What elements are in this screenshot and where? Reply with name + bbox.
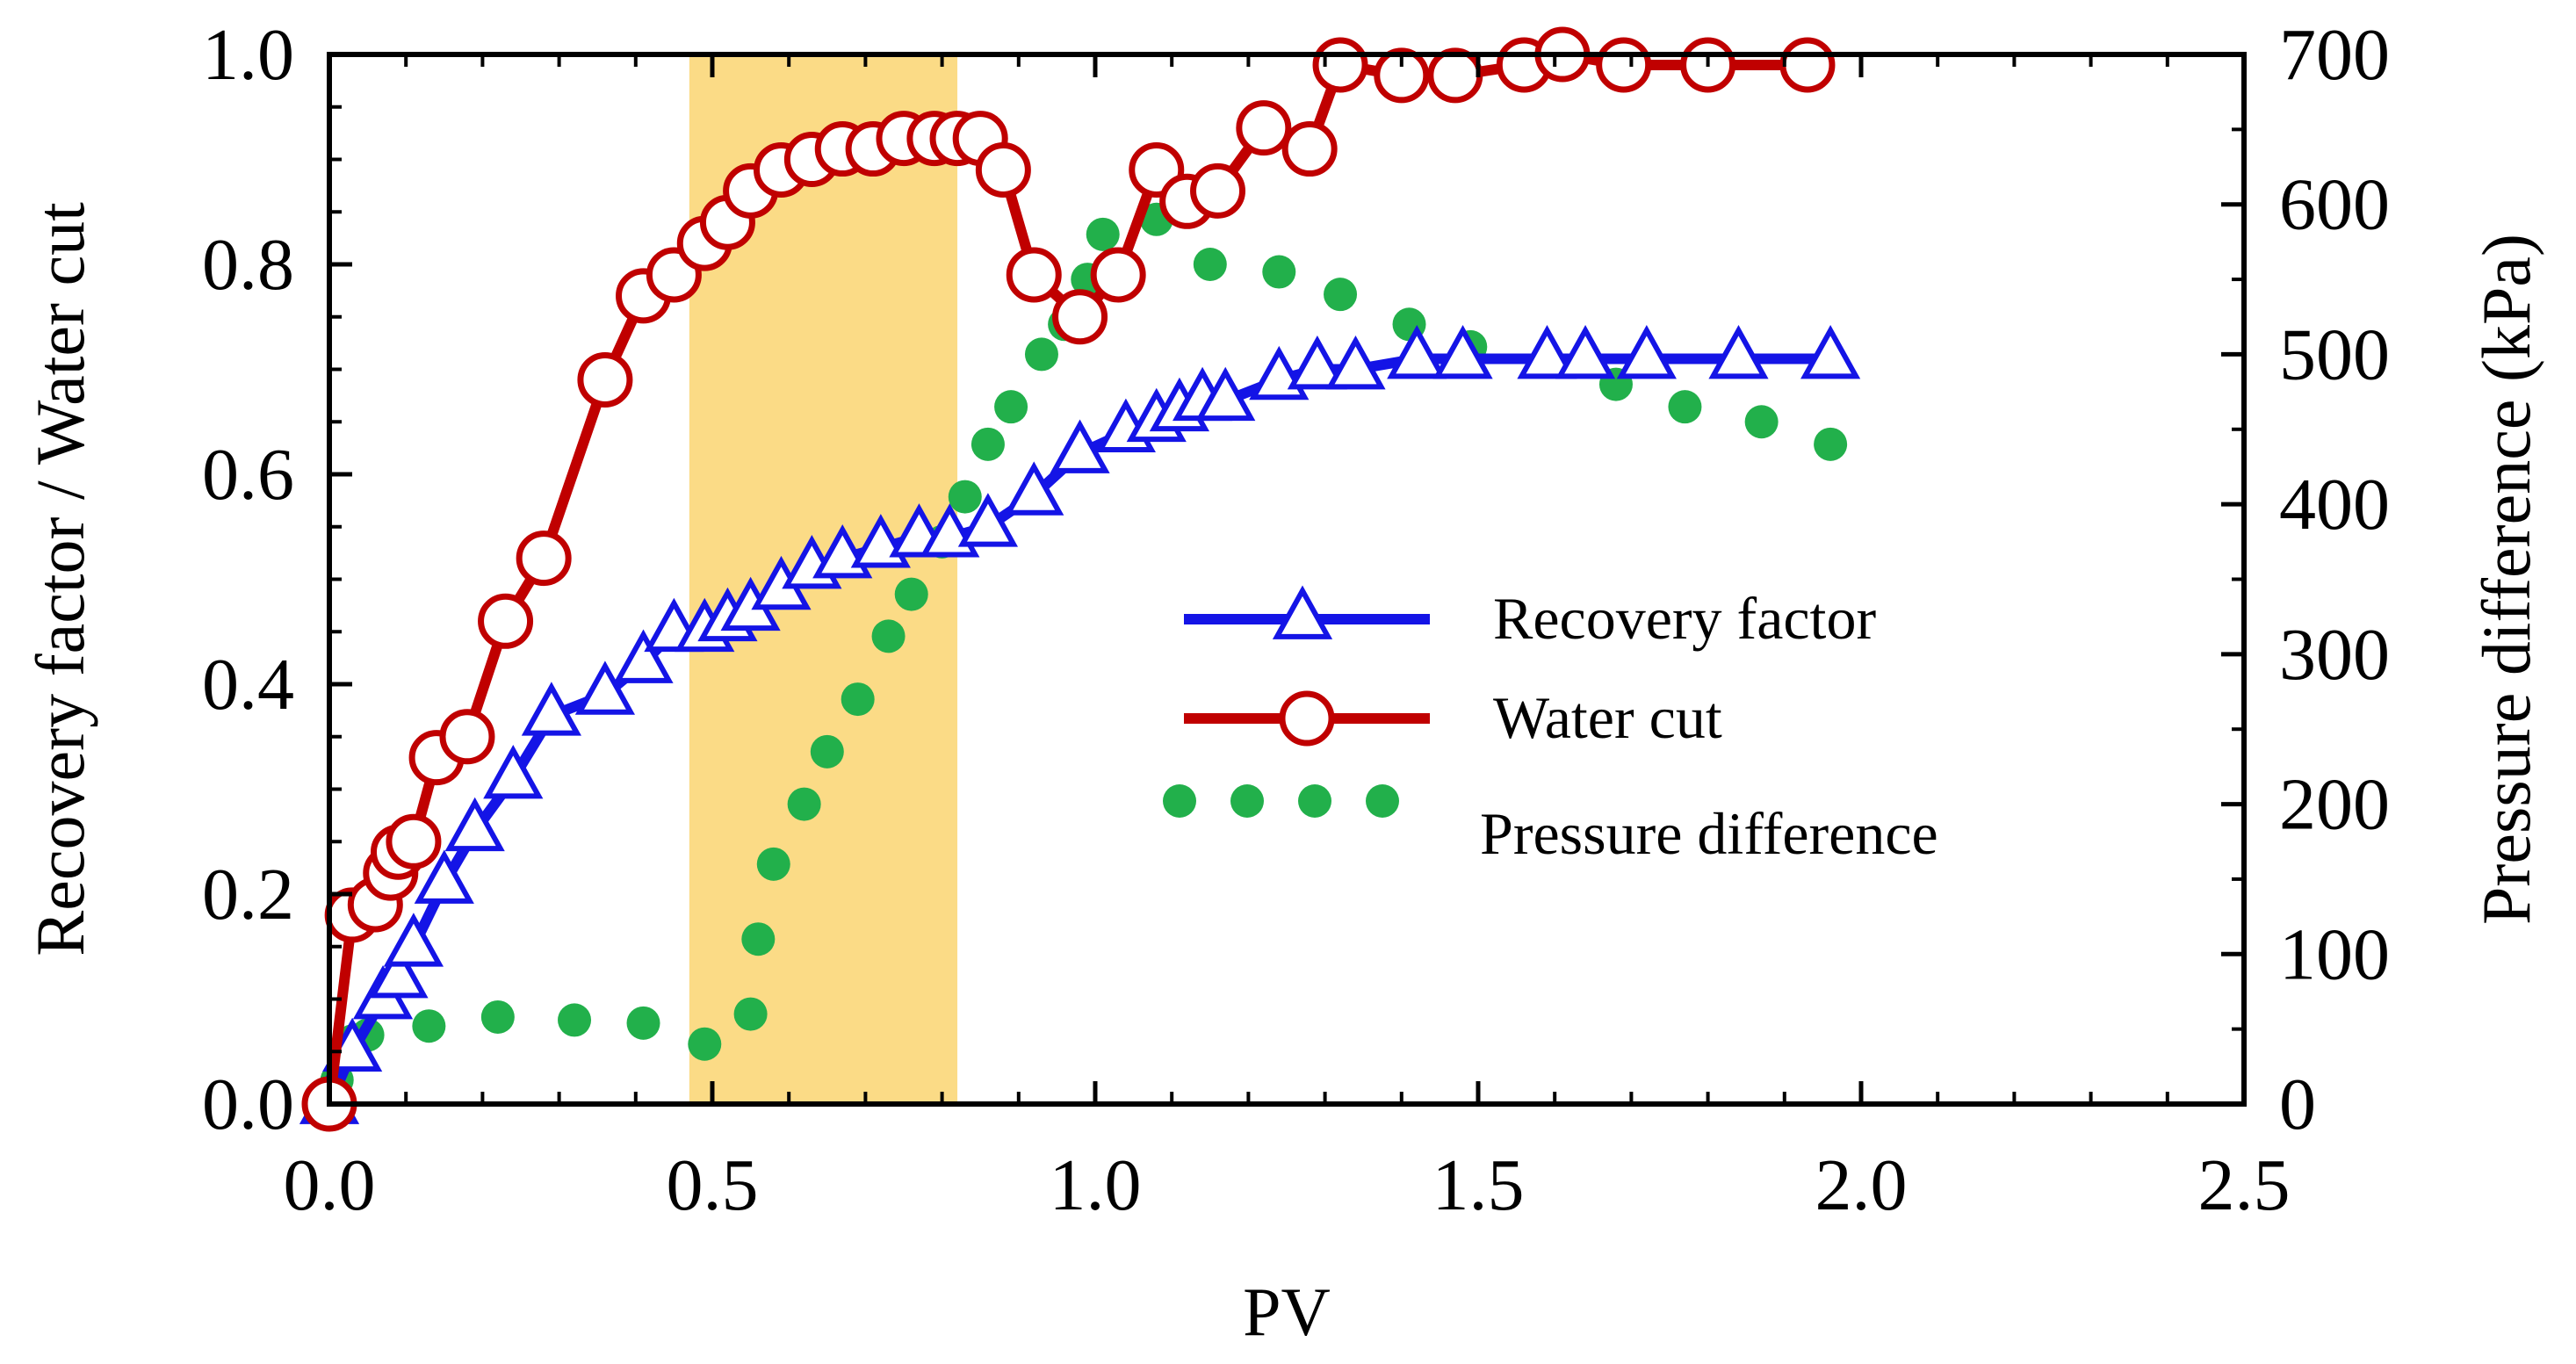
y-right-tick-label: 700 xyxy=(2279,14,2390,96)
water-cut-point xyxy=(1236,100,1292,156)
x-tick-label: 0.0 xyxy=(284,1144,376,1226)
water-cut-point xyxy=(1779,37,1836,93)
pressure-point xyxy=(948,480,982,514)
pressure-point xyxy=(1814,427,1848,461)
recovery-factor-point xyxy=(957,493,1019,547)
water-cut-point xyxy=(975,141,1031,198)
y-right-tick-label: 200 xyxy=(2279,764,2390,846)
recovery-factor-point xyxy=(1195,366,1256,422)
water-cut-point xyxy=(1281,121,1338,177)
y-right-tick-label: 0 xyxy=(2279,1064,2316,1145)
legend-recovery-factor-marker xyxy=(1272,585,1333,639)
y-left-tick-label: 0.8 xyxy=(202,224,294,306)
x-tick-label: 1.5 xyxy=(1432,1144,1525,1226)
legend-pressure-marker xyxy=(1230,784,1264,818)
y-left-tick-label: 0.6 xyxy=(202,434,294,516)
legend: Recovery factor Water cut Pressure differe… xyxy=(1163,585,1938,867)
pressure-point xyxy=(994,390,1028,424)
water-cut-point xyxy=(1052,289,1108,345)
recovery-factor-point xyxy=(574,660,636,715)
legend-label: Water cut xyxy=(1493,684,1722,751)
y-left-axis-title: Recovery factor / Water cut xyxy=(22,202,98,956)
recovery-factor-point xyxy=(1708,325,1769,379)
pressure-point xyxy=(1193,248,1227,281)
pressure-point xyxy=(480,1000,515,1034)
pressure-point xyxy=(1086,217,1120,251)
recovery-factor-point xyxy=(1004,461,1064,516)
pressure-point xyxy=(1262,255,1296,289)
water-cut-point xyxy=(577,351,633,408)
y-right-tick-label: 300 xyxy=(2279,614,2390,696)
pressure-point xyxy=(810,734,844,769)
recovery-factor-point xyxy=(1287,335,1347,390)
recovery-factor-point xyxy=(368,944,429,999)
water-cut-point xyxy=(1374,47,1430,104)
recovery-factor-point xyxy=(613,629,674,683)
water-cut-point xyxy=(1427,47,1483,104)
pressure-point xyxy=(1024,337,1058,372)
y-right-tick-label: 600 xyxy=(2279,164,2390,246)
pressure-point xyxy=(733,997,768,1031)
y-right-tick-label: 100 xyxy=(2279,913,2390,995)
water-cut-point xyxy=(478,593,534,649)
pressure-point xyxy=(841,682,875,717)
recovery-factor-point xyxy=(1432,325,1493,379)
y-right-tick-label: 500 xyxy=(2279,314,2390,395)
y-left-tick-label: 0.4 xyxy=(202,644,294,725)
recovery-factor-point xyxy=(1517,325,1577,379)
y-right-axis-title: Pressure difference (kPa) xyxy=(2468,234,2544,925)
y-left-tick-label: 0.0 xyxy=(202,1064,294,1145)
y-left-tick-label: 1.0 xyxy=(202,14,294,96)
x-tick-label: 0.5 xyxy=(667,1144,759,1226)
pressure-point xyxy=(894,577,928,611)
recovery-factor-point xyxy=(1555,325,1616,379)
recovery-factor-point xyxy=(521,682,581,736)
recovery-factor-point xyxy=(1387,325,1447,379)
x-axis-title: PV xyxy=(1243,1274,1331,1350)
water-cut-point xyxy=(1190,162,1246,219)
x-tick-label: 2.0 xyxy=(1815,1144,1908,1226)
pressure-point xyxy=(741,922,776,956)
pressure-point xyxy=(871,619,906,653)
water-cut-point xyxy=(439,709,495,765)
legend-water-cut-marker xyxy=(1279,690,1335,747)
pressure-point xyxy=(412,1009,446,1043)
y-right-tick-label: 400 xyxy=(2279,464,2390,545)
water-cut-point xyxy=(386,813,442,870)
recovery-factor-point xyxy=(1800,325,1861,379)
legend-pressure-marker xyxy=(1163,784,1196,818)
recovery-factor-point xyxy=(414,849,474,904)
water-cut-point xyxy=(516,530,572,587)
recovery-factor-point xyxy=(383,913,444,967)
pressure-point xyxy=(1744,405,1779,439)
legend-label: Pressure difference xyxy=(1480,800,1938,867)
pressure-point xyxy=(626,1006,660,1040)
x-tick-label: 2.5 xyxy=(2198,1144,2291,1226)
legend-label: Recovery factor xyxy=(1493,585,1876,652)
pressure-point xyxy=(558,1003,592,1037)
pressure-point xyxy=(688,1027,722,1061)
pressure-point xyxy=(756,847,790,881)
y-left-tick-label: 0.2 xyxy=(202,854,294,935)
legend-pressure-marker xyxy=(1366,784,1399,818)
pressure-point xyxy=(1324,278,1358,312)
legend-pressure-marker xyxy=(1298,784,1331,818)
plot-frame xyxy=(327,52,2247,1107)
recovery-factor-point xyxy=(444,797,505,852)
water-cut-point xyxy=(1596,37,1652,93)
recovery-factor-point xyxy=(1050,419,1110,473)
pressure-point xyxy=(787,787,821,821)
water-cut-point xyxy=(1090,247,1146,303)
water-cut-point xyxy=(1006,247,1062,303)
pressure-point xyxy=(971,427,1005,461)
water-cut-point xyxy=(1312,37,1368,93)
recovery-factor-point xyxy=(1616,325,1677,379)
recovery-factor-point xyxy=(1325,335,1386,390)
recovery-factor-point xyxy=(483,745,544,799)
x-tick-label: 1.0 xyxy=(1050,1144,1142,1226)
pressure-point xyxy=(1668,390,1702,424)
